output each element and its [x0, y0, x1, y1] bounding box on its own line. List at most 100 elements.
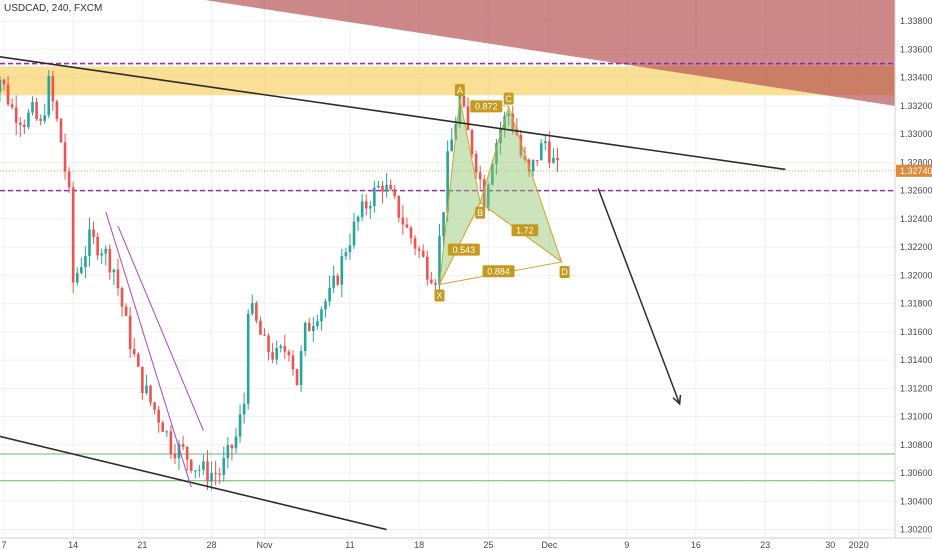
price-tick-label: 1.32600 [900, 186, 932, 196]
candle-body [116, 269, 120, 289]
candle-body [430, 279, 433, 284]
candle-body [43, 115, 46, 121]
ratio-xd-label-bg [482, 265, 515, 278]
candle-body [63, 142, 67, 172]
candle-body [267, 335, 270, 353]
candle-body [14, 107, 18, 123]
candle-body [92, 229, 95, 237]
time-tick-label: 18 [414, 540, 424, 550]
candle-body [287, 351, 291, 356]
candle-body [491, 164, 494, 185]
candle-body [238, 414, 242, 437]
candle-body [389, 184, 392, 190]
ratio-bd-label: 1.72 [516, 225, 534, 235]
candle-body [23, 124, 26, 128]
ratio-bd-label-bg [511, 224, 539, 237]
candle-body [108, 248, 112, 273]
harmonic-point-a-bg [454, 84, 465, 97]
price-tick-label: 1.32800 [900, 157, 932, 167]
candle-body [145, 385, 148, 394]
candle-body [519, 135, 523, 156]
price-tick-label: 1.33200 [900, 101, 932, 111]
harmonic-pattern: X A B C D 0.872 0.543 1.72 0.884 [434, 84, 570, 302]
time-tick-label: 11 [345, 540, 354, 550]
candle-body [259, 320, 262, 335]
candle-body [495, 143, 498, 165]
price-zones [0, 0, 896, 106]
projection-arrow-shaft [597, 188, 681, 405]
trend-lines [0, 56, 786, 531]
candle-body [421, 250, 425, 257]
harmonic-point-x-bg [434, 289, 445, 302]
candle-body [515, 129, 519, 136]
candle-body [206, 461, 209, 482]
candle-body [385, 184, 388, 192]
ratio-ac-label: 0.872 [475, 102, 498, 112]
candle-body [446, 151, 449, 213]
candle-body [340, 256, 344, 285]
candle-body [226, 445, 230, 459]
projection-arrow-head [672, 394, 682, 406]
candle-body [344, 252, 348, 257]
candle-body [364, 201, 368, 209]
time-tick-label: 7 [1, 540, 6, 550]
price-tick-label: 1.30600 [900, 468, 932, 478]
candle-body [141, 366, 144, 394]
channel-2-line [117, 225, 204, 431]
time-tick-label: 21 [137, 540, 147, 550]
candle-body [55, 101, 59, 119]
candle-body [100, 253, 103, 256]
price-tick-label: 1.33400 [900, 73, 932, 83]
candle-body [169, 431, 173, 454]
candle-body [39, 118, 42, 121]
candle-body [67, 171, 71, 188]
candle-body [214, 473, 217, 475]
candle-body [104, 248, 108, 254]
candle-body [120, 288, 124, 307]
candle-body [198, 469, 201, 471]
candlestick-series [0, 70, 559, 491]
candle-body [507, 113, 510, 117]
candle-body [348, 245, 352, 253]
candle-body [210, 473, 213, 482]
candle-body [75, 272, 79, 283]
candle-body [312, 326, 315, 332]
time-tick-label: 25 [483, 540, 493, 550]
candle-body [360, 201, 364, 217]
candle-body [165, 431, 169, 433]
harmonic-point-d-bg [559, 265, 570, 278]
ratio-xd-label: 0.884 [487, 266, 510, 276]
candle-body [283, 346, 287, 352]
candle-body [482, 179, 486, 207]
candle-body [0, 79, 2, 92]
candle-body [442, 212, 445, 237]
time-tick-label: Dec [541, 540, 558, 550]
candle-body [356, 216, 360, 222]
candle-body [474, 154, 478, 173]
candle-body [556, 157, 559, 161]
candle-body [132, 349, 136, 355]
lower-trend-line [0, 435, 387, 531]
harmonic-point-b: B [477, 208, 483, 218]
harmonic-point-c: C [505, 94, 512, 104]
price-tick-label: 1.30200 [900, 525, 932, 535]
symbol-title: USDCAD, 240, FXCM [4, 3, 103, 14]
candle-body [246, 313, 250, 404]
candle-body [336, 275, 340, 285]
candle-body [218, 473, 222, 475]
harmonic-point-c-bg [503, 92, 514, 105]
candle-body [124, 306, 128, 316]
candle-body [373, 187, 376, 207]
candle-body [466, 106, 470, 131]
last-price-label: 1.32740 [900, 166, 932, 176]
price-tick-label: 1.32200 [900, 242, 932, 252]
upper-trend-line [0, 56, 786, 171]
candle-body [548, 141, 551, 163]
candle-body [193, 470, 197, 472]
candle-body [417, 248, 421, 251]
candle-body [47, 76, 51, 116]
harmonic-xab-triangle [438, 98, 481, 285]
price-axis-bg [895, 0, 932, 550]
